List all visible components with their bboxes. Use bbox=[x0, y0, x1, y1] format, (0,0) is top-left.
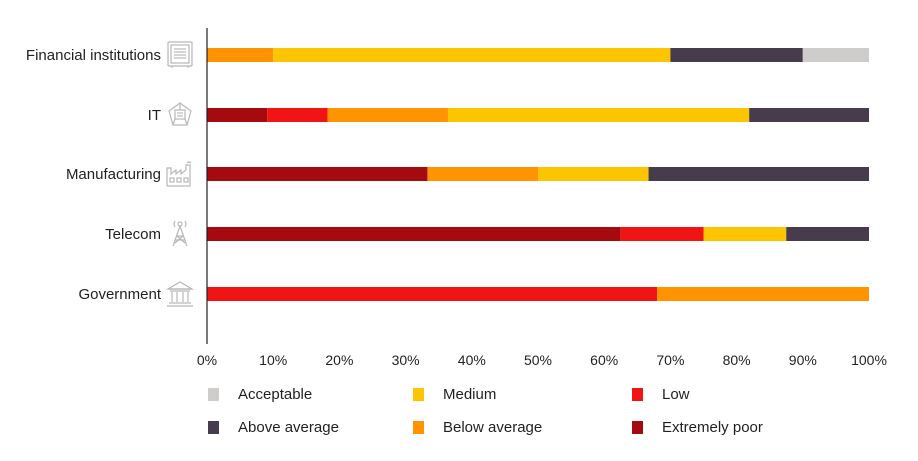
bar-segment-3-1 bbox=[620, 227, 704, 241]
bar-segment-3-3 bbox=[703, 227, 787, 241]
category-icons bbox=[165, 41, 195, 307]
bar-segment-2-4 bbox=[648, 167, 869, 181]
x-tick-label: 60% bbox=[590, 352, 618, 368]
category-label-0: Financial institutions bbox=[26, 47, 161, 64]
x-tick-label: 0% bbox=[197, 352, 217, 368]
bar-segment-0-2 bbox=[207, 48, 274, 62]
government-building-icon bbox=[165, 281, 195, 307]
bar-segment-4-2 bbox=[657, 287, 869, 301]
category-label-2: Manufacturing bbox=[66, 166, 161, 183]
bar-segment-0-5 bbox=[802, 48, 869, 62]
bar-segment-1-2 bbox=[327, 108, 448, 122]
bar-segment-1-0 bbox=[207, 108, 268, 122]
bar-segment-1-4 bbox=[749, 108, 869, 122]
category-label-1: IT bbox=[148, 107, 161, 124]
x-tick-label: 10% bbox=[259, 352, 287, 368]
bar-segment-0-3 bbox=[273, 48, 671, 62]
x-tick-label: 50% bbox=[524, 352, 552, 368]
x-tick-label: 80% bbox=[723, 352, 751, 368]
x-tick-label: 100% bbox=[851, 352, 887, 368]
category-labels: Financial institutions IT Manufacturing Tel… bbox=[26, 47, 162, 303]
bank-vault-icon bbox=[167, 41, 193, 68]
bar-segment-2-0 bbox=[207, 167, 428, 181]
bar-segment-0-4 bbox=[670, 48, 803, 62]
category-label-4: Government bbox=[78, 286, 161, 303]
x-axis-ticks: 0% 10% 20% 30% 40% 50% 60% 70% 80% 90% 100% bbox=[197, 352, 887, 368]
bar-segment-2-2 bbox=[427, 167, 538, 181]
x-tick-label: 70% bbox=[656, 352, 684, 368]
x-tick-label: 40% bbox=[458, 352, 486, 368]
bar-segment-2-3 bbox=[538, 167, 649, 181]
radio-tower-icon bbox=[172, 220, 188, 247]
x-tick-label: 90% bbox=[789, 352, 817, 368]
bar-segment-4-1 bbox=[207, 287, 658, 301]
bars-group bbox=[207, 48, 869, 301]
bar-segment-3-0 bbox=[207, 227, 621, 241]
circuit-chip-icon bbox=[168, 102, 192, 126]
x-tick-label: 20% bbox=[325, 352, 353, 368]
x-tick-label: 30% bbox=[392, 352, 420, 368]
factory-icon bbox=[166, 161, 192, 187]
bar-segment-1-3 bbox=[447, 108, 750, 122]
bar-segment-1-1 bbox=[267, 108, 328, 122]
bar-segment-3-4 bbox=[786, 227, 869, 241]
category-label-3: Telecom bbox=[105, 226, 161, 243]
